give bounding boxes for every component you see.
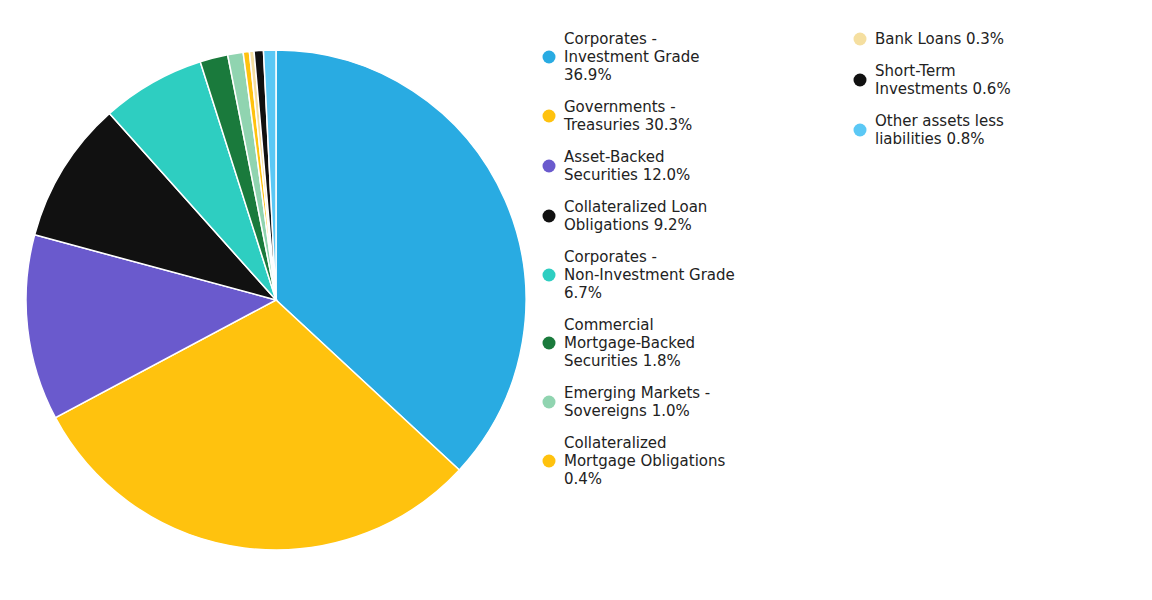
chart-container: Corporates -Investment Grade36.9%Governm…: [0, 0, 1152, 600]
legend-label-line: Mortgage Obligations: [564, 452, 726, 470]
legend-label-line: Collateralized: [564, 434, 667, 452]
legend-marker: [543, 396, 556, 409]
legend-label-line: Mortgage-Backed: [564, 334, 695, 352]
legend-marker: [854, 74, 867, 87]
legend-label-line: Sovereigns 1.0%: [564, 402, 690, 420]
legend-label-line: Collateralized Loan: [564, 198, 707, 216]
legend-label: Other assets lessliabilities 0.8%: [875, 112, 1004, 148]
legend-marker: [543, 337, 556, 350]
legend-label-line: liabilities 0.8%: [875, 130, 985, 148]
legend-label: Corporates -Investment Grade36.9%: [564, 30, 699, 84]
background: [0, 0, 1152, 600]
legend-label-line: Bank Loans 0.3%: [875, 30, 1004, 48]
pie: [26, 50, 526, 550]
legend-marker: [543, 269, 556, 282]
legend-label: Collateralized LoanObligations 9.2%: [564, 198, 707, 234]
legend-label-line: 36.9%: [564, 66, 612, 84]
legend-label-line: Short-Term: [875, 62, 956, 80]
legend-label-line: Emerging Markets -: [564, 384, 710, 402]
legend-label: Short-TermInvestments 0.6%: [875, 62, 1011, 98]
legend-marker: [543, 110, 556, 123]
legend-label: Bank Loans 0.3%: [875, 30, 1004, 48]
legend-marker: [543, 455, 556, 468]
legend: Corporates -Investment Grade36.9%Governm…: [543, 30, 1011, 488]
legend-marker: [854, 124, 867, 137]
legend-marker: [543, 210, 556, 223]
legend-marker: [854, 33, 867, 46]
legend-label: Emerging Markets -Sovereigns 1.0%: [564, 384, 710, 420]
legend-label-line: Obligations 9.2%: [564, 216, 692, 234]
legend-label-line: Non-Investment Grade: [564, 266, 735, 284]
legend-label: CommercialMortgage-BackedSecurities 1.8%: [564, 316, 695, 370]
legend-label-line: Investments 0.6%: [875, 80, 1011, 98]
legend-label-line: 6.7%: [564, 284, 602, 302]
legend-label: Governments -Treasuries 30.3%: [563, 98, 692, 134]
legend-label-line: Other assets less: [875, 112, 1004, 130]
legend-label-line: Securities 12.0%: [564, 166, 690, 184]
legend-label-line: Treasuries 30.3%: [563, 116, 692, 134]
legend-marker: [543, 51, 556, 64]
legend-label-line: Corporates -: [564, 248, 657, 266]
legend-label-line: Governments -: [564, 98, 676, 116]
legend-label-line: 0.4%: [564, 470, 602, 488]
legend-label: CollateralizedMortgage Obligations0.4%: [564, 434, 726, 488]
legend-label: Corporates -Non-Investment Grade6.7%: [564, 248, 735, 302]
legend-label-line: Corporates -: [564, 30, 657, 48]
legend-marker: [543, 160, 556, 173]
pie-slice: [249, 51, 276, 300]
legend-label-line: Securities 1.8%: [564, 352, 681, 370]
chart-svg: Corporates -Investment Grade36.9%Governm…: [0, 0, 1152, 600]
legend-label-line: Commercial: [564, 316, 654, 334]
legend-label: Asset-BackedSecurities 12.0%: [564, 148, 690, 184]
legend-label-line: Investment Grade: [564, 48, 699, 66]
legend-label-line: Asset-Backed: [564, 148, 665, 166]
pie-slice: [254, 50, 276, 300]
pie-slice: [263, 50, 276, 300]
